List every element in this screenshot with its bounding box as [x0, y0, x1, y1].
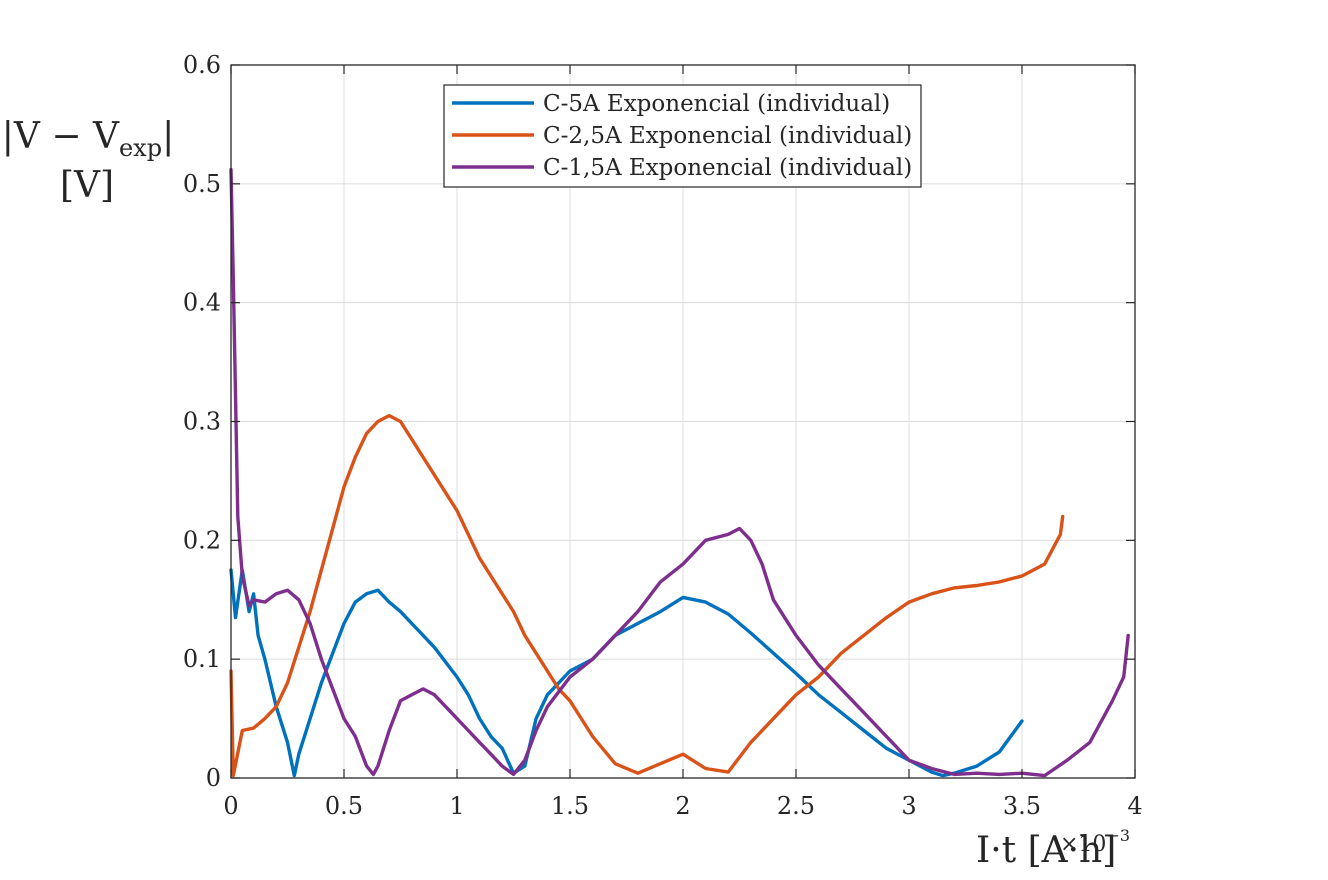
x-tick-label: 1.5	[551, 792, 589, 820]
y-axis-label-line1: |V − Vexp|	[2, 116, 174, 162]
x-tick-label: 3.5	[1003, 792, 1041, 820]
x-tick-label: 4	[1127, 792, 1142, 820]
axis-ticks: 0 0.5 1 1.5 2 2.5 3 3.5 4 0 0.1 0.2 0.3 0.4 0.5 0.6	[183, 51, 1143, 820]
x-tick-label: 2	[675, 792, 690, 820]
legend-label-3: C-1,5A Exponencial (individual)	[543, 155, 912, 181]
y-tick-label: 0.2	[183, 526, 221, 554]
y-tick-label: 0.6	[183, 51, 221, 79]
x-tick-label: 1	[449, 792, 464, 820]
x-axis-exponent-multiplier: ×10−3	[1060, 826, 1130, 857]
y-tick-label: 0.4	[183, 289, 221, 317]
x-tick-label: 0.5	[325, 792, 363, 820]
x-tick-label: 0	[223, 792, 238, 820]
y-tick-label: 0.5	[183, 170, 221, 198]
series-line-3	[229, 167, 1130, 778]
y-tick-label: 0.1	[183, 645, 221, 673]
x-tick-label: 3	[901, 792, 916, 820]
legend: C-5A Exponencial (individual) C-2,5A Expo…	[443, 84, 922, 188]
series-line-1	[229, 568, 1024, 778]
x-axis-label: I·t [A·h]	[976, 830, 1116, 871]
y-axis-label-line2: [V]	[60, 165, 114, 206]
y-tick-label: 0	[206, 764, 221, 792]
y-tick-label: 0.3	[183, 408, 221, 436]
series-line-2	[229, 413, 1065, 778]
legend-label-1: C-5A Exponencial (individual)	[543, 91, 890, 117]
legend-label-2: C-2,5A Exponencial (individual)	[543, 123, 912, 149]
x-tick-label: 2.5	[777, 792, 815, 820]
series-lines	[229, 167, 1130, 778]
